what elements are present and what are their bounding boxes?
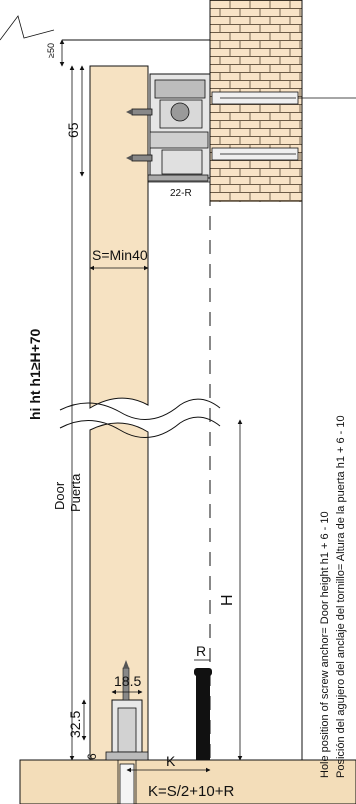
floor-lower [19, 759, 356, 804]
dim-325-label: 32.5 [67, 711, 83, 738]
dim-s-label: S=Min40 [92, 247, 148, 263]
wall-plain [210, 202, 302, 760]
note-en: Hole position of screw anchor= Door heig… [319, 511, 331, 778]
note-es: Posición del agujero del anclaje del tor… [335, 415, 347, 778]
door-label-es: Puerta [68, 473, 83, 512]
dim-k-formula: K=S/2+10+R [148, 783, 234, 800]
dim-185-label: 18.5 [114, 673, 141, 689]
screw-upper [126, 108, 153, 116]
top-pointer-line [0, 15, 55, 41]
screw-lower [126, 154, 153, 162]
dim-65-label: 65 [65, 122, 81, 138]
door-panel-lower [89, 422, 149, 761]
floor-stop-block [196, 672, 210, 760]
dim-top-gap-label: ≥50 [46, 43, 56, 58]
dim-k-label: K [166, 753, 176, 769]
door-panel-upper [89, 65, 149, 409]
floor-guide-screw [122, 660, 130, 701]
wall-anchor-lower [211, 147, 299, 161]
wall-anchor-upper [211, 91, 356, 105]
door-label-en: Door [52, 481, 67, 510]
dim-h-label: H [219, 594, 236, 606]
floor-stop-block-edge [194, 668, 212, 676]
floor-guide [105, 699, 149, 804]
dim-22r-label: 22-R [170, 188, 192, 199]
height-rule-label: hi ht h1≥H+70 [27, 328, 43, 420]
break-line-lower [59, 416, 221, 439]
dim-r-label: R [196, 643, 206, 659]
top-track-assembly [147, 73, 211, 182]
break-line-upper [59, 398, 221, 421]
dim-6-label: 6 [85, 753, 99, 760]
